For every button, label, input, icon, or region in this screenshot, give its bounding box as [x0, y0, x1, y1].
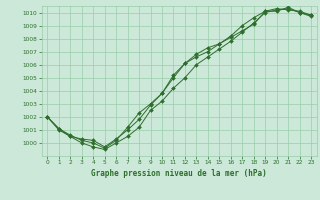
- X-axis label: Graphe pression niveau de la mer (hPa): Graphe pression niveau de la mer (hPa): [91, 169, 267, 178]
